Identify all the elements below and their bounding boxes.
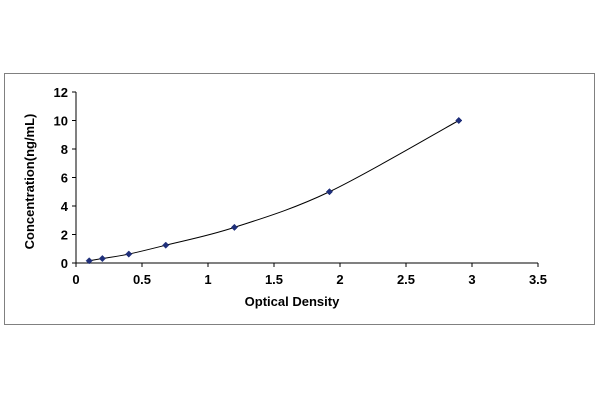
y-tick-label: 4 bbox=[61, 199, 69, 214]
y-tick-label: 10 bbox=[54, 114, 68, 129]
data-point bbox=[85, 257, 93, 265]
data-point bbox=[325, 188, 333, 196]
x-tick-label: 3.5 bbox=[529, 272, 547, 287]
y-tick-label: 8 bbox=[61, 142, 68, 157]
data-point bbox=[455, 116, 463, 125]
x-tick-label: 0 bbox=[72, 272, 79, 287]
data-point bbox=[162, 241, 170, 249]
x-axis-title: Optical Density bbox=[245, 294, 340, 309]
x-tick-label: 2.5 bbox=[397, 272, 415, 287]
fit-curve-layer bbox=[89, 120, 460, 262]
x-axis: 0 0.5 1 1.5 2 2.5 3 3.5 bbox=[72, 262, 547, 287]
fit-curve bbox=[89, 120, 460, 262]
y-axis-title: Concentration(ng/mL) bbox=[22, 114, 37, 250]
x-tick-label: 0.5 bbox=[133, 272, 151, 287]
y-tick-label: 0 bbox=[61, 256, 68, 271]
y-tick-label: 6 bbox=[61, 171, 68, 186]
data-point bbox=[230, 223, 238, 231]
x-tick-label: 3 bbox=[468, 272, 475, 287]
x-tick-label: 1 bbox=[204, 272, 211, 287]
y-tick-label: 2 bbox=[61, 228, 68, 243]
y-axis: 0 2 4 6 8 10 12 bbox=[54, 85, 77, 271]
y-tick-label: 12 bbox=[54, 85, 68, 100]
x-tick-label: 1.5 bbox=[265, 272, 283, 287]
chart-frame bbox=[4, 73, 595, 325]
data-point bbox=[98, 255, 106, 263]
x-tick-label: 2 bbox=[336, 272, 343, 287]
data-point bbox=[125, 250, 133, 258]
data-points-layer bbox=[85, 116, 463, 265]
